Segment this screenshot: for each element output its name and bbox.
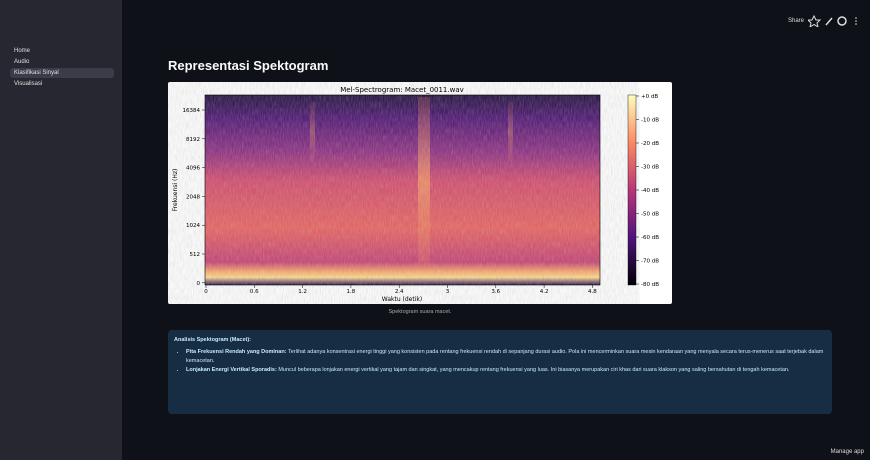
nav-item[interactable]: Audio xyxy=(14,59,30,65)
y-tick-label: 8192 xyxy=(186,137,200,143)
x-tick-label: 3 xyxy=(446,289,450,295)
nav-item[interactable]: Klasifikasi Sinyal xyxy=(10,68,114,78)
colorbar-label: -40 dB xyxy=(641,188,659,194)
y-tick-label: 16384 xyxy=(183,108,201,114)
sidebar: Home Audio Klasifikasi Sinyal Visualisasi xyxy=(0,0,122,460)
colorbar-label: -80 dB xyxy=(641,282,659,288)
x-tick-label: 4.8 xyxy=(588,289,597,295)
x-axis-label: Waktu (detik) xyxy=(382,296,422,303)
colorbar-label: -70 dB xyxy=(641,259,659,265)
x-tick-label: 2.4 xyxy=(395,289,404,295)
info-heading: Analisis Spektogram (Macet): xyxy=(174,337,252,343)
x-tick-label: 0 xyxy=(204,289,208,295)
x-tick-label: 3.6 xyxy=(491,289,500,295)
x-tick-label: 1.8 xyxy=(347,289,356,295)
share-button[interactable]: Share xyxy=(788,18,805,24)
y-tick-label: 1024 xyxy=(186,223,200,229)
page-title: Representasi Spektogram xyxy=(168,58,329,73)
colorbar-label: -60 dB xyxy=(641,235,659,241)
colorbar-label: -20 dB xyxy=(641,141,659,147)
y-tick-label: 2048 xyxy=(186,194,200,200)
y-tick-label: 0 xyxy=(197,281,201,287)
toolbar-icons xyxy=(808,15,857,27)
manage-app[interactable]: Manage app xyxy=(830,449,864,455)
caption: Spektogram suara macet. xyxy=(388,309,452,315)
info-bullet: Lonjakan Energi Vertikal Sporadis: Muncu… xyxy=(186,366,826,375)
info-box: Analisis Spektogram (Macet): Pita Frekue… xyxy=(168,330,832,414)
x-tick-label: 1.2 xyxy=(298,289,307,295)
colorbar-label: +0 dB xyxy=(641,94,658,100)
bullet-text: Terlihat adanya konsentrasi energi tingg… xyxy=(186,349,824,364)
x-tick-label: 4.2 xyxy=(540,289,549,295)
bullet-title: Lonjakan Energi Vertikal Sporadis: xyxy=(186,367,277,373)
colorbar-label: -50 dB xyxy=(641,212,659,218)
colorbar-label: -30 dB xyxy=(641,165,659,171)
nav-item[interactable]: Visualisasi xyxy=(14,81,43,87)
x-tick-label: 0.6 xyxy=(250,289,259,295)
colorbar-label: -10 dB xyxy=(641,118,659,124)
y-tick-label: 512 xyxy=(190,252,201,258)
nav-item[interactable]: Home xyxy=(14,48,31,54)
y-tick-label: 4096 xyxy=(186,166,200,172)
figure-title: Mel-Spectrogram: Macet_0011.wav xyxy=(340,86,464,94)
info-bullet: Pita Frekuensi Rendah yang Dominan: Terl… xyxy=(186,348,826,366)
bullet-text: Muncul beberapa lonjakan energi vertikal… xyxy=(278,367,790,373)
spectrogram-figure: Mel-Spectrogram: Macet_0011.wav Frekuensi… xyxy=(168,82,672,304)
info-list: Pita Frekuensi Rendah yang Dominan: Terl… xyxy=(174,348,826,375)
bullet-title: Pita Frekuensi Rendah yang Dominan: xyxy=(186,349,287,355)
y-axis-label: Frekuensi (Hz) xyxy=(172,169,179,212)
